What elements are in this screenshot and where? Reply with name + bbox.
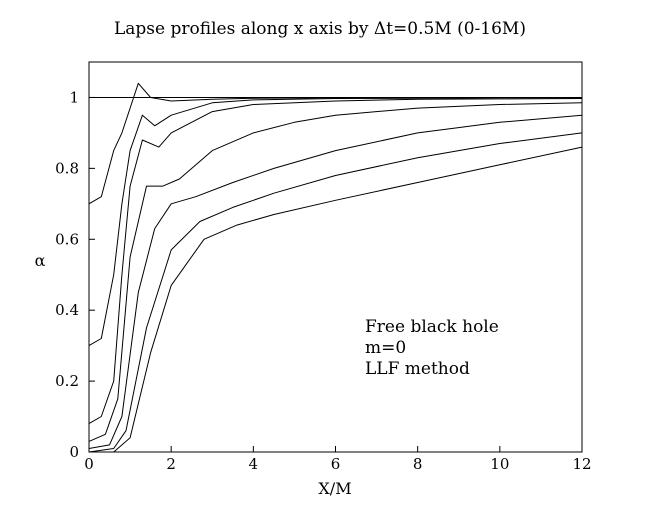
- series-line-5: [88, 114, 583, 449]
- x-tick-label: 0: [84, 455, 94, 473]
- chart-title: Lapse profiles along x axis by Δt=0.5M (…: [114, 19, 526, 39]
- x-tick-label: 8: [413, 455, 423, 473]
- annotation-line-1: Free black hole: [365, 317, 499, 337]
- y-tick-label: 0.8: [55, 159, 79, 177]
- x-tick-label: 4: [249, 455, 259, 473]
- series-line-7: [89, 146, 583, 453]
- annotation-line-3: LLF method: [365, 359, 470, 379]
- x-tick-label: 12: [572, 455, 591, 473]
- y-tick-label: 1: [69, 88, 79, 106]
- x-tick-label: 10: [490, 455, 509, 473]
- y-tick-label: 0.6: [55, 230, 79, 248]
- y-tick-label: 0.4: [55, 301, 79, 319]
- y-tick-label: 0: [69, 443, 79, 461]
- y-tick-label: 0.2: [55, 372, 79, 390]
- series-lines: [88, 82, 583, 453]
- series-line-3: [88, 98, 583, 425]
- annotation: Free black hole m=0 LLF method: [365, 317, 499, 379]
- annotation-line-2: m=0: [365, 338, 406, 358]
- series-line-6: [88, 132, 583, 453]
- x-tick-label: 6: [331, 455, 341, 473]
- x-axis-label: X/M: [318, 479, 351, 498]
- y-axis-label: α: [35, 251, 46, 270]
- x-tick-label: 2: [166, 455, 176, 473]
- axis-ticks: 0 2 4 6 8 10 12 0 0.2 0.4 0.6 0.8 1: [55, 88, 591, 473]
- series-line-2: [88, 97, 582, 347]
- series-line-1: [88, 82, 582, 205]
- series-line-4: [88, 102, 583, 442]
